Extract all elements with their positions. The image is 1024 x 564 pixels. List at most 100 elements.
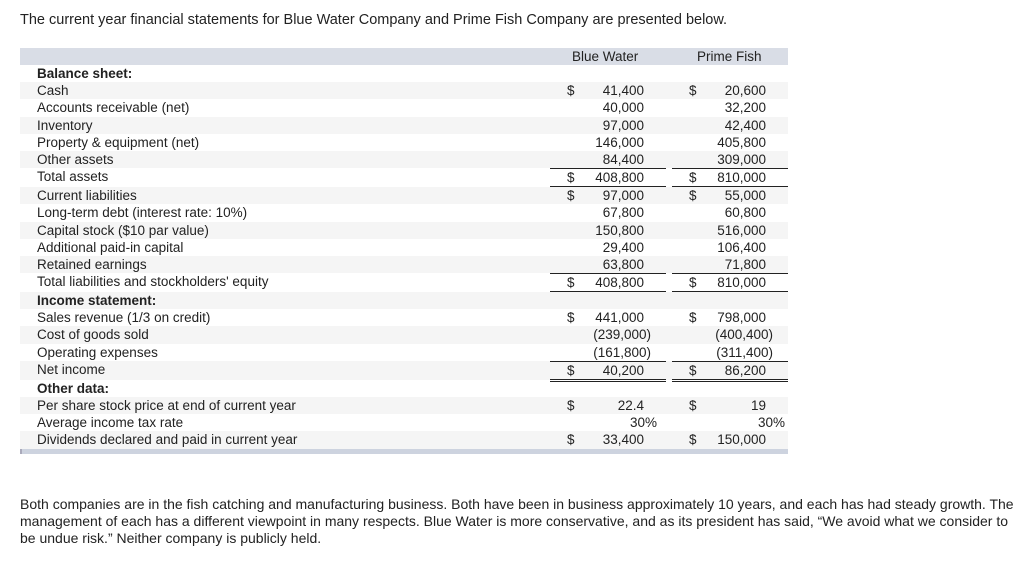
row-label: Inventory	[37, 117, 93, 133]
row-label: Other assets	[37, 151, 114, 167]
row-label: Property & equipment (net)	[37, 134, 200, 150]
prime-fish-value-cell: 106,400	[672, 239, 788, 256]
blue-water-value-cell: 29,400	[550, 239, 666, 256]
prime-fish-value-cell: 60,800	[672, 204, 788, 221]
amount: 32,200	[724, 100, 766, 116]
table-row: Dividends declared and paid in current y…	[20, 431, 788, 449]
table-row: Income statement:	[20, 292, 788, 310]
amount: 22.4	[617, 398, 644, 413]
blue-water-value-cell: $408,800	[550, 273, 666, 295]
blue-water-value-cell: 150,800	[550, 222, 666, 239]
prime-fish-value-cell: $19	[672, 397, 788, 414]
table-row: Long-term debt (interest rate: 10%) 67,80…	[20, 204, 788, 221]
amount: 42,400	[724, 117, 766, 133]
table-row: Cost of goods sold (239,000) (400,400)	[20, 326, 788, 344]
blue-water-value-cell: $41,400	[550, 82, 666, 99]
financial-statements-table: Blue Water Prime Fish Balance sheet: Cash…	[20, 48, 788, 454]
prime-fish-value-cell: $798,000	[672, 309, 788, 326]
prime-fish-value-cell: 32,200	[672, 99, 788, 116]
amount: 150,800	[595, 222, 644, 238]
row-label: Total assets	[37, 169, 109, 185]
blue-water-value-cell: $97,000	[550, 187, 666, 204]
amount: 63,800	[602, 256, 644, 272]
amount: 146,000	[595, 134, 644, 150]
currency-symbol: $	[567, 275, 575, 291]
table-row: Average income tax rate 30% 30%	[20, 414, 788, 431]
row-label: Cost of goods sold	[37, 327, 149, 343]
amount: (161,800)	[593, 344, 651, 360]
amount: 97,000	[602, 117, 644, 133]
prime-fish-value-cell	[672, 65, 788, 82]
amount: 29,400	[602, 239, 644, 255]
row-label: Total liabilities and stockholders' equi…	[37, 274, 269, 290]
blue-water-value-cell: 84,400	[550, 151, 666, 168]
prime-fish-value-cell: $86,200	[672, 360, 788, 382]
table-row: Balance sheet:	[20, 65, 788, 82]
blue-water-value-cell: $40,200	[550, 360, 666, 382]
currency-symbol: $	[689, 170, 697, 186]
description-paragraph: Both companies are in the fish catching …	[20, 496, 1014, 546]
amount: 86,200	[724, 362, 766, 378]
table-header: Blue Water Prime Fish	[20, 48, 788, 65]
currency-symbol: $	[567, 398, 575, 413]
prime-fish-value-cell: 42,400	[672, 117, 788, 134]
table-row: Net income $40,200 $86,200	[20, 360, 788, 382]
table-row: Accounts receivable (net) 40,000 32,200	[20, 99, 788, 116]
amount: 106,400	[717, 239, 766, 255]
row-label: Long-term debt (interest rate: 10%)	[37, 205, 248, 221]
table-row: Total assets $408,800 $810,000	[20, 168, 788, 190]
amount: 40,200	[602, 362, 644, 378]
table-row: Other data:	[20, 380, 788, 397]
amount: 798,000	[717, 310, 766, 326]
prime-fish-value-cell: 30%	[672, 414, 788, 431]
prime-fish-value-cell	[672, 292, 788, 309]
blue-water-value-cell	[550, 292, 666, 309]
table-row: Retained earnings 63,800 71,800	[20, 255, 788, 274]
row-label: Operating expenses	[37, 344, 158, 360]
currency-symbol: $	[567, 170, 575, 186]
amount: 30%	[629, 415, 657, 431]
currency-symbol: $	[689, 362, 697, 378]
table-bottom-bar	[20, 448, 788, 454]
row-label: Additional paid-in capital	[37, 239, 184, 255]
amount: 41,400	[602, 83, 644, 99]
currency-symbol: $	[567, 310, 575, 326]
amount: (400,400)	[715, 327, 773, 343]
prime-fish-value-cell: $810,000	[672, 168, 788, 190]
blue-water-value-cell: 67,800	[550, 204, 666, 221]
currency-symbol: $	[567, 188, 575, 204]
prime-fish-value-cell: $20,600	[672, 82, 788, 99]
currency-symbol: $	[689, 188, 697, 204]
table-row: Per share stock price at end of current …	[20, 397, 788, 415]
blue-water-value-cell: $33,400	[550, 431, 666, 448]
amount: 71,800	[724, 256, 766, 272]
amount: 810,000	[717, 170, 766, 186]
row-label: Capital stock ($10 par value)	[37, 222, 209, 238]
row-label: Net income	[37, 361, 106, 377]
blue-water-value-cell: $441,000	[550, 309, 666, 326]
currency-symbol: $	[689, 310, 697, 326]
row-label: Dividends declared and paid in current y…	[37, 432, 298, 448]
amount: 20,600	[724, 83, 766, 99]
amount: 40,000	[602, 100, 644, 116]
amount: 150,000	[717, 432, 766, 448]
row-label: Current liabilities	[37, 188, 137, 204]
table-row: Additional paid-in capital 29,400 106,400	[20, 239, 788, 256]
table-row: Property & equipment (net) 146,000 405,800	[20, 134, 788, 151]
prime-fish-value-cell: $810,000	[672, 273, 788, 295]
row-label: Retained earnings	[37, 256, 147, 272]
column-header-prime-fish: Prime Fish	[697, 49, 762, 64]
blue-water-value-cell: $408,800	[550, 168, 666, 190]
amount: 60,800	[724, 205, 766, 221]
blue-water-value-cell: 40,000	[550, 99, 666, 116]
blue-water-value-cell: (161,800)	[550, 344, 666, 361]
amount: 84,400	[602, 151, 644, 167]
prime-fish-value-cell: 516,000	[672, 222, 788, 239]
currency-symbol: $	[689, 83, 697, 99]
amount: 441,000	[595, 310, 644, 326]
row-label: Per share stock price at end of current …	[37, 398, 296, 413]
currency-symbol: $	[567, 432, 575, 448]
table-row: Other assets 84,400 309,000	[20, 150, 788, 169]
amount: 408,800	[595, 275, 644, 291]
blue-water-value-cell: 30%	[550, 414, 666, 431]
